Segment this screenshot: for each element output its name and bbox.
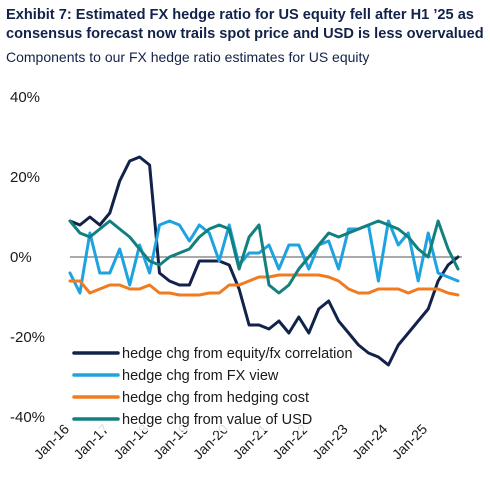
- x-tick-label-9: Jan-25: [389, 421, 431, 463]
- page-subtitle: Components to our FX hedge ratio estimat…: [6, 49, 370, 65]
- y-tick-label-4: -40%: [10, 409, 45, 426]
- series-line-2: [68, 273, 460, 297]
- page-title: Exhibit 7: Estimated FX hedge ratio for …: [6, 7, 484, 42]
- series-layer: [68, 155, 460, 367]
- legend: hedge chg from equity/fx correlation hedg…: [72, 341, 353, 431]
- y-tick-label-2: 0%: [10, 249, 32, 266]
- legend-label-1: hedge chg from FX view: [122, 368, 279, 384]
- y-tick-label-1: 20%: [10, 169, 40, 186]
- x-tick-label-8: Jan-24: [349, 421, 391, 463]
- legend-label-0: hedge chg from equity/fx correlation: [122, 346, 353, 362]
- series-line-3: [68, 219, 460, 295]
- legend-label-3: hedge chg from value of USD: [122, 412, 312, 428]
- series-line-0: [68, 155, 460, 367]
- legend-label-2: hedge chg from hedging cost: [122, 390, 309, 406]
- y-tick-label-0: 40%: [10, 89, 40, 106]
- x-tick-label-0: Jan-16: [31, 421, 73, 463]
- legend-background: [72, 341, 322, 431]
- y-tick-label-3: -20%: [10, 329, 45, 346]
